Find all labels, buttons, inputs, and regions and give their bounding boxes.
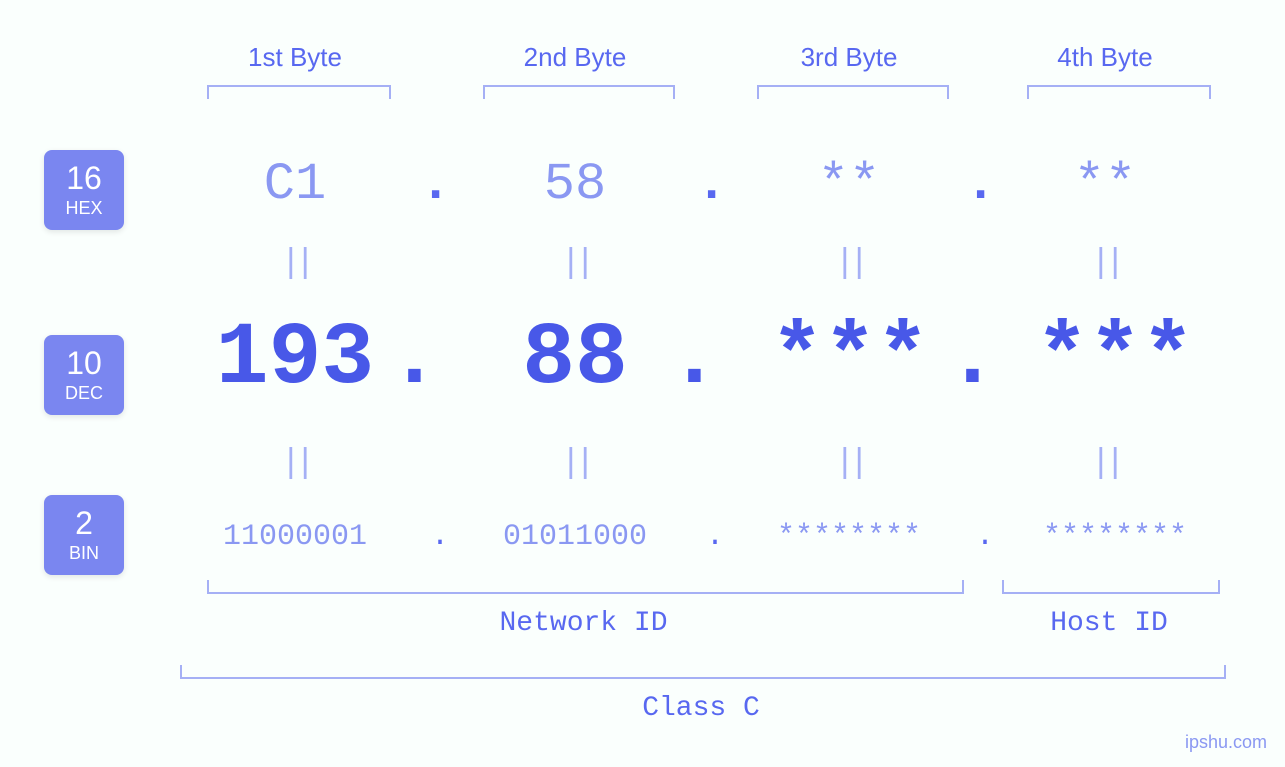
- top-bracket-1: [207, 85, 391, 99]
- bin-byte-3: ********: [729, 520, 969, 554]
- bin-byte-4: ********: [995, 520, 1235, 554]
- bin-dot-2: .: [700, 520, 730, 554]
- host-id-bracket: [1002, 580, 1220, 594]
- dec-byte-1: 193: [175, 310, 415, 409]
- hex-dot-2: .: [696, 155, 726, 214]
- base-badge-bin: 2 BIN: [44, 495, 124, 575]
- eq-2-2: ||: [475, 445, 675, 483]
- eq-1-1: ||: [195, 245, 395, 283]
- eq-2-3: ||: [749, 445, 949, 483]
- class-label: Class C: [180, 693, 1222, 724]
- hex-byte-2: 58: [475, 155, 675, 214]
- network-id-label: Network ID: [207, 608, 960, 639]
- dec-dot-1: .: [388, 310, 428, 409]
- base-badge-hex: 16 HEX: [44, 150, 124, 230]
- bin-dot-1: .: [425, 520, 455, 554]
- base-num-hex: 16: [66, 162, 102, 194]
- top-bracket-4: [1027, 85, 1211, 99]
- hex-byte-3: **: [749, 155, 949, 214]
- byte-header-4: 4th Byte: [1005, 42, 1205, 73]
- watermark: ipshu.com: [1185, 732, 1267, 753]
- eq-2-4: ||: [1005, 445, 1205, 483]
- hex-dot-3: .: [965, 155, 995, 214]
- base-num-dec: 10: [66, 347, 102, 379]
- dec-byte-4: ***: [990, 310, 1240, 409]
- dec-byte-2: 88: [445, 310, 705, 409]
- hex-byte-1: C1: [195, 155, 395, 214]
- byte-header-2: 2nd Byte: [475, 42, 675, 73]
- eq-1-3: ||: [749, 245, 949, 283]
- eq-1-4: ||: [1005, 245, 1205, 283]
- byte-header-3: 3rd Byte: [749, 42, 949, 73]
- hex-byte-4: **: [1005, 155, 1205, 214]
- base-badge-dec: 10 DEC: [44, 335, 124, 415]
- top-bracket-2: [483, 85, 675, 99]
- network-id-bracket: [207, 580, 964, 594]
- top-bracket-3: [757, 85, 949, 99]
- eq-2-1: ||: [195, 445, 395, 483]
- base-label-dec: DEC: [65, 383, 103, 404]
- dec-dot-3: .: [946, 310, 986, 409]
- dec-dot-2: .: [668, 310, 708, 409]
- byte-header-1: 1st Byte: [195, 42, 395, 73]
- bin-byte-1: 11000001: [175, 520, 415, 554]
- base-label-hex: HEX: [65, 198, 102, 219]
- base-num-bin: 2: [75, 507, 93, 539]
- dec-byte-3: ***: [725, 310, 975, 409]
- hex-dot-1: .: [420, 155, 450, 214]
- host-id-label: Host ID: [1002, 608, 1216, 639]
- base-label-bin: BIN: [69, 543, 99, 564]
- bin-byte-2: 01011000: [455, 520, 695, 554]
- eq-1-2: ||: [475, 245, 675, 283]
- class-bracket: [180, 665, 1226, 679]
